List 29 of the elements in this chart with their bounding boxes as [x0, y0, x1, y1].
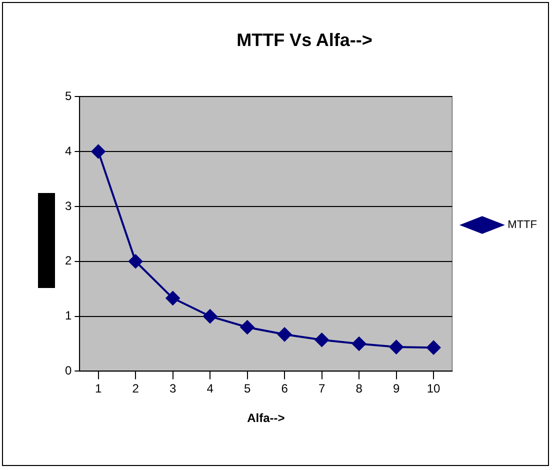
x-tick-label: 1 — [94, 382, 102, 396]
y-tick-label: 4 — [64, 144, 72, 158]
x-tick-label: 5 — [244, 382, 251, 396]
y-tick-label: 5 — [64, 88, 72, 103]
point — [240, 320, 254, 334]
point — [314, 332, 329, 347]
x-tick-label: 3 — [169, 382, 176, 396]
y-tick-label: 1 — [64, 308, 72, 323]
x-tick-label: 6 — [281, 382, 288, 396]
point — [166, 291, 180, 306]
x-tick-label: 10 — [426, 382, 441, 396]
x-tick-label: 9 — [392, 382, 400, 396]
point — [128, 254, 143, 268]
x-tick-label: 2 — [132, 382, 140, 396]
x-axis-title: Alfa--> — [247, 411, 285, 426]
y-tick-label: 2 — [64, 254, 72, 268]
point — [352, 336, 366, 351]
chart-title: MTTF Vs Alfa--> — [236, 30, 372, 50]
point — [426, 340, 441, 355]
y-tick-label: 3 — [64, 198, 72, 213]
point — [278, 327, 292, 342]
x-tick-label: 7 — [318, 382, 326, 396]
point — [91, 144, 106, 159]
legend-label: MTTF — [508, 219, 538, 232]
x-tick-label: 8 — [356, 382, 363, 396]
x-tick-label: 4 — [206, 382, 214, 396]
y-tick-label: 0 — [64, 364, 72, 378]
point — [203, 309, 218, 324]
point — [389, 340, 404, 354]
